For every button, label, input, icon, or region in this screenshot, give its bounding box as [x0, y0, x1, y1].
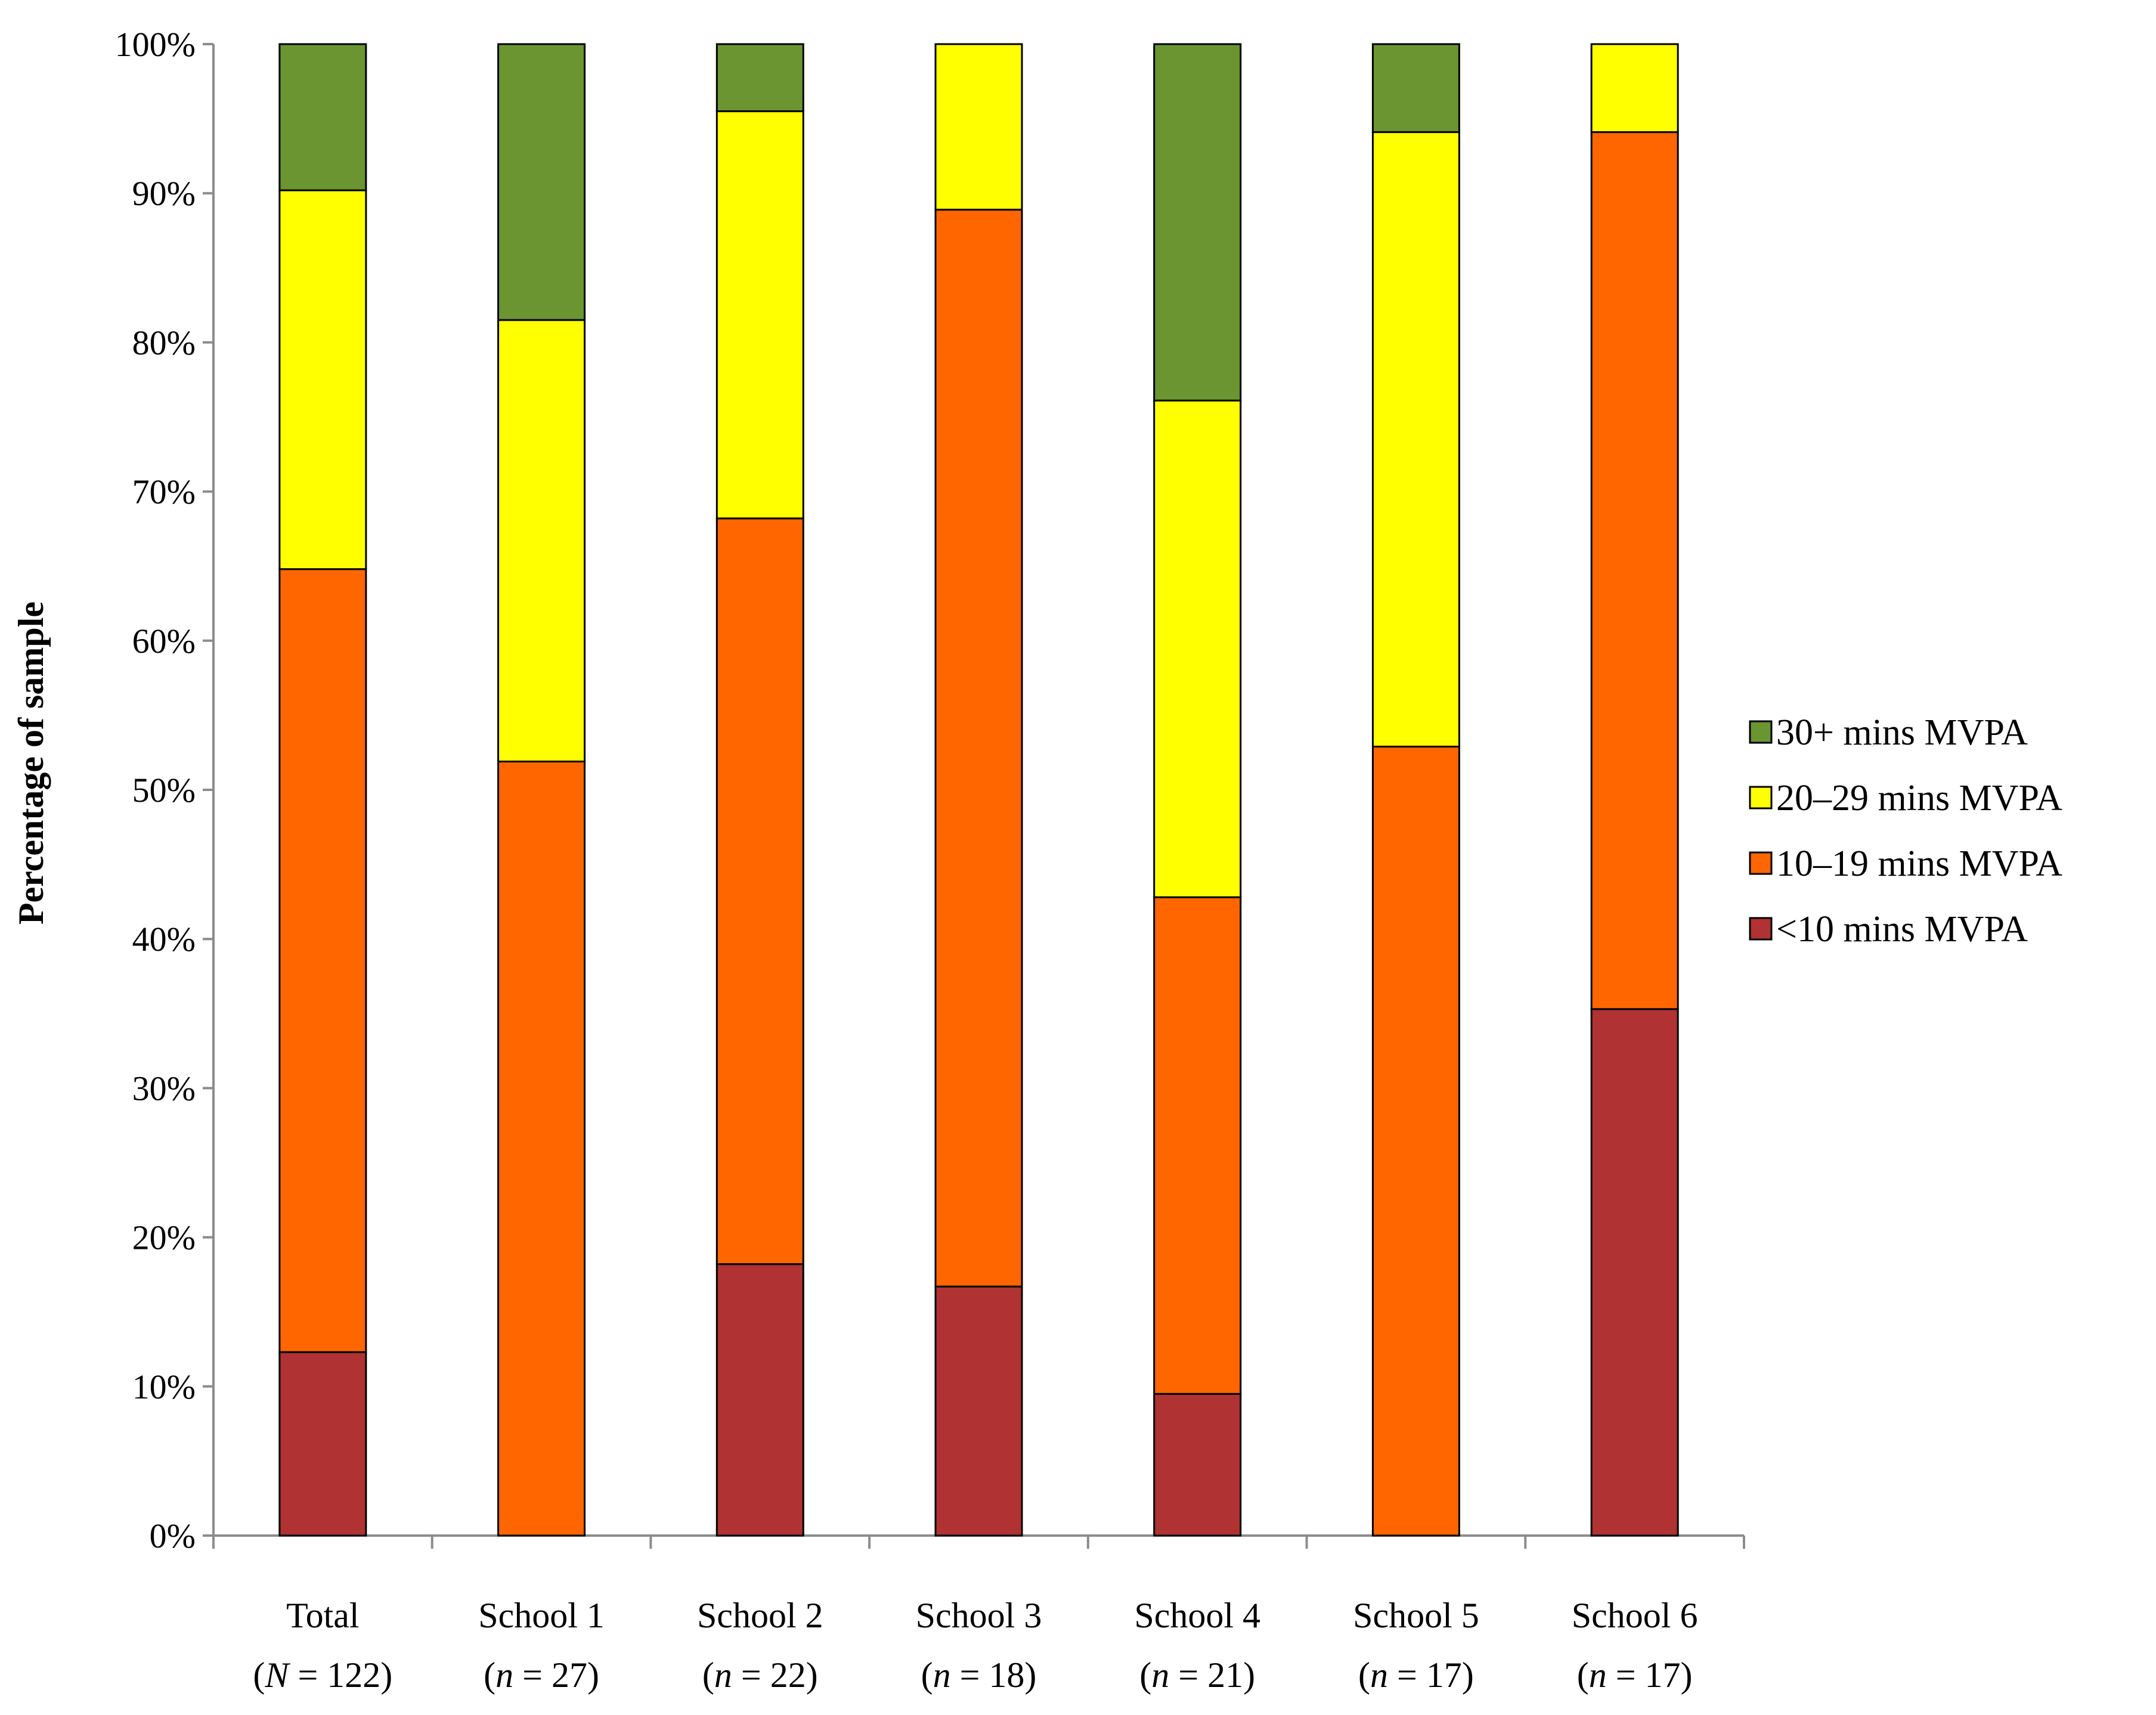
x-axis: Total (N = 122) School 1 (n = 27) School 2 (n… [212, 1534, 1745, 1695]
bar-segment [497, 319, 586, 762]
bar-segment [1590, 43, 1679, 134]
bar-segment [1153, 1393, 1242, 1537]
y-axis: 0% 10% 20% 30% 40% 50% 60% 70% 80% 90% 100% [115, 25, 215, 1555]
bar-segment [278, 189, 367, 570]
y-tick-label: 90% [132, 174, 196, 213]
legend-label: 20–29 mins MVPA [1776, 778, 2062, 818]
legend-swatch [1749, 720, 1773, 744]
x-category-label: Total [286, 1596, 359, 1635]
x-category-sample-size: (n = 17) [1358, 1655, 1474, 1695]
y-tick-label: 40% [132, 920, 196, 959]
legend-label: 30+ mins MVPA [1776, 712, 2028, 753]
x-category-label: School 4 [1134, 1596, 1260, 1635]
x-category-sample-size: (n = 17) [1577, 1655, 1693, 1695]
x-category-sample-size: (n = 18) [921, 1655, 1037, 1695]
bar-segment [715, 43, 804, 113]
legend-label: 10–19 mins MVPA [1776, 843, 2062, 884]
y-tick-label: 80% [132, 323, 196, 362]
x-category-sample-size: (n = 21) [1139, 1655, 1255, 1695]
bar-segment [1590, 131, 1679, 1010]
x-category-label: School 3 [916, 1596, 1042, 1635]
bar-segment [934, 209, 1023, 1288]
bar-segment [497, 43, 586, 321]
y-tick-label: 20% [132, 1218, 196, 1257]
bar-segment [715, 517, 804, 1266]
y-tick-label: 0% [150, 1516, 196, 1555]
x-category-label: School 2 [697, 1596, 823, 1635]
bar-segment [934, 43, 1023, 211]
legend-swatch [1749, 786, 1773, 810]
legend-label: <10 mins MVPA [1776, 909, 2028, 950]
bar-segment [497, 760, 586, 1537]
bar-segment [715, 1263, 804, 1537]
bar-segment [278, 568, 367, 1353]
legend: 30+ mins MVPA 20–29 mins MVPA 10–19 mins M… [1749, 712, 2062, 950]
y-tick-label: 100% [115, 25, 196, 64]
bar-segment [278, 1351, 367, 1537]
x-category-label: School 1 [478, 1596, 605, 1635]
bar-segment [1371, 745, 1460, 1537]
x-category-sample-size: (n = 27) [484, 1655, 599, 1695]
y-tick-label: 10% [132, 1367, 196, 1406]
x-category-sample-size: (N = 122) [253, 1655, 392, 1695]
bar-segment [1371, 131, 1460, 748]
y-tick-label: 30% [132, 1069, 196, 1108]
bar-segment [934, 1285, 1023, 1537]
bar-segment [715, 110, 804, 520]
bar-segment [1153, 896, 1242, 1395]
bars [278, 43, 1679, 1537]
y-tick-label: 60% [132, 622, 196, 660]
bar-segment [278, 43, 367, 191]
bar-segment [1153, 399, 1242, 898]
y-tick-label: 70% [132, 473, 196, 511]
x-category-label: School 6 [1572, 1596, 1698, 1635]
x-category-label: School 5 [1353, 1596, 1479, 1635]
bar-segment [1153, 43, 1242, 402]
legend-swatch [1749, 851, 1773, 875]
x-category-sample-size: (n = 22) [702, 1655, 818, 1695]
legend-swatch [1749, 917, 1773, 941]
bar-segment [1371, 43, 1460, 134]
bar-segment [1590, 1008, 1679, 1537]
y-tick-label: 50% [132, 771, 196, 810]
y-axis-title: Percentage of sample [11, 601, 51, 925]
